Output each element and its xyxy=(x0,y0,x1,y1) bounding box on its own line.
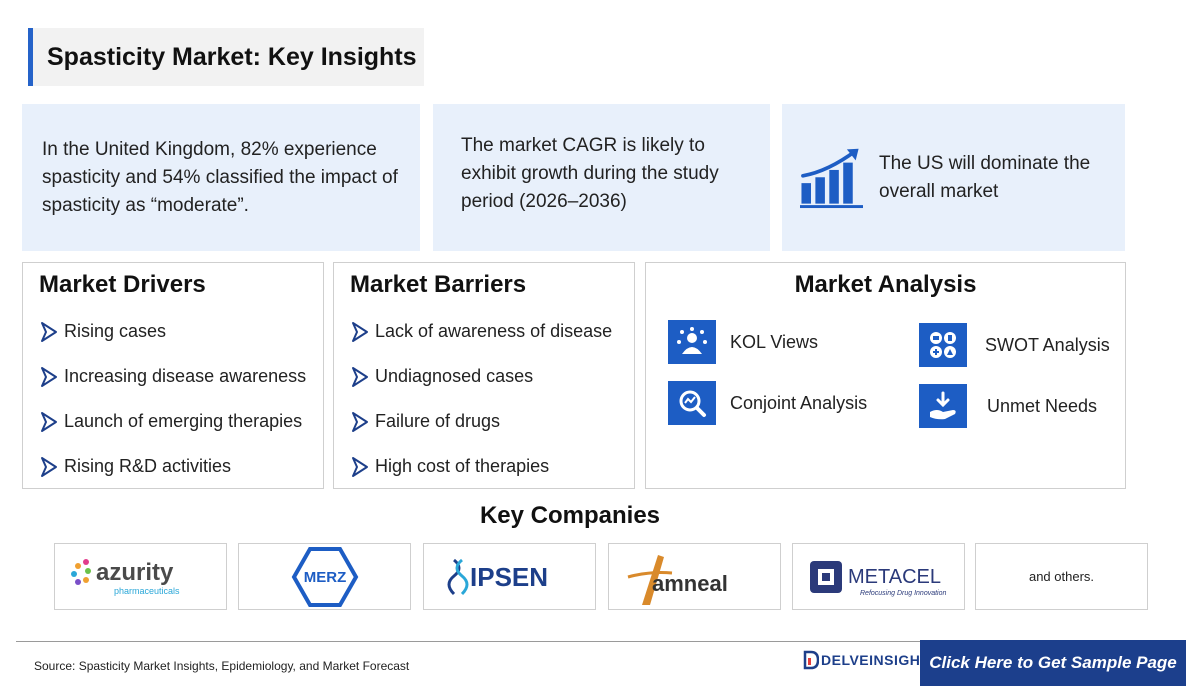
ipsen-logo-text: IPSEN xyxy=(470,562,548,592)
chevron-right-icon xyxy=(41,366,57,387)
market-drivers-panel: Market Drivers Rising cases Increasing d… xyxy=(22,262,324,489)
chevron-right-icon xyxy=(41,321,57,342)
analysis-item-conjoint: Conjoint Analysis xyxy=(668,381,867,425)
analysis-item-unmet-needs: Unmet Needs xyxy=(919,384,1097,428)
market-analysis-title: Market Analysis xyxy=(794,271,977,298)
market-barriers-title: Market Barriers xyxy=(350,271,527,298)
driver-label: Increasing disease awareness xyxy=(64,366,307,386)
insight-cagr: The market CAGR is likely to exhibit gro… xyxy=(433,104,770,251)
merz-logo-text: MERZ xyxy=(303,569,346,586)
metacel-logo: METACEL Refocusing Drug Innovation xyxy=(792,543,965,610)
insight-text: The US will dominate the overall market xyxy=(879,152,1091,202)
list-item: Launch of emerging therapies xyxy=(23,399,323,444)
unmet-needs-icon xyxy=(919,384,967,428)
barrier-label: Failure of drugs xyxy=(375,411,501,431)
chevron-right-icon xyxy=(352,366,368,387)
chevron-right-icon xyxy=(41,411,57,432)
list-item: Undiagnosed cases xyxy=(334,354,634,399)
ipsen-logo: IPSEN xyxy=(423,543,596,610)
market-barriers-panel: Market Barriers Lack of awareness of dis… xyxy=(333,262,635,489)
delveinsight-logo-text: DELVEINSIGHT xyxy=(821,652,930,668)
insight-us-dominance: The US will dominate the overall market xyxy=(782,104,1125,251)
growth-chart-icon xyxy=(800,148,863,208)
page-title: Spasticity Market: Key Insights xyxy=(47,42,417,71)
metacel-logo-text: METACEL xyxy=(848,566,941,588)
key-companies-title: Key Companies xyxy=(479,502,661,529)
merz-logo: MERZ xyxy=(238,543,411,610)
get-sample-page-button[interactable]: Click Here to Get Sample Page xyxy=(920,640,1186,686)
chevron-right-icon xyxy=(352,321,368,342)
analysis-label: SWOT Analysis xyxy=(985,334,1110,355)
chevron-right-icon xyxy=(41,456,57,477)
driver-label: Rising R&D activities xyxy=(64,456,232,476)
barrier-label: High cost of therapies xyxy=(375,456,550,476)
delveinsight-logo: DELVEINSIGHT xyxy=(803,650,929,670)
list-item: Rising R&D activities xyxy=(23,444,323,489)
metacel-logo-subtext: Refocusing Drug Innovation xyxy=(860,590,946,597)
analysis-label: KOL Views xyxy=(730,331,819,352)
market-drivers-title: Market Drivers xyxy=(39,271,206,298)
analysis-label: Unmet Needs xyxy=(987,395,1098,416)
list-item: Failure of drugs xyxy=(334,399,634,444)
driver-label: Rising cases xyxy=(64,321,167,341)
analysis-label: Conjoint Analysis xyxy=(730,392,868,413)
swot-analysis-icon xyxy=(919,323,967,367)
others-label: and others. xyxy=(1028,569,1095,584)
others-box: and others. xyxy=(975,543,1148,610)
conjoint-analysis-icon xyxy=(668,381,716,425)
insight-uk-prevalence: In the United Kingdom, 82% experience sp… xyxy=(22,104,420,251)
list-item: Lack of awareness of disease xyxy=(334,309,634,354)
azurity-logo-text: azurity xyxy=(96,559,174,586)
footer-divider xyxy=(16,641,1186,642)
amneal-logo: amneal xyxy=(608,543,781,610)
analysis-item-swot: SWOT Analysis xyxy=(919,323,1110,367)
driver-label: Launch of emerging therapies xyxy=(64,411,303,431)
kol-views-icon xyxy=(668,320,716,364)
insight-text: The market CAGR is likely to exhibit gro… xyxy=(461,135,719,212)
market-analysis-panel: Market Analysis xyxy=(645,262,1126,489)
chevron-right-icon xyxy=(352,456,368,477)
list-item: Rising cases xyxy=(23,309,323,354)
list-item: Increasing disease awareness xyxy=(23,354,323,399)
azurity-logo-subtext: pharmaceuticals xyxy=(114,586,180,596)
amneal-logo-text: amneal xyxy=(652,571,728,596)
analysis-item-kol-views: KOL Views xyxy=(668,320,818,364)
barrier-label: Undiagnosed cases xyxy=(375,366,534,386)
barrier-label: Lack of awareness of disease xyxy=(375,321,613,341)
azurity-dots-icon xyxy=(70,558,91,585)
delveinsight-mark-icon xyxy=(803,650,819,670)
title-box: Spasticity Market: Key Insights xyxy=(28,28,424,86)
cta-label: Click Here to Get Sample Page xyxy=(929,653,1177,672)
list-item: High cost of therapies xyxy=(334,444,634,489)
insight-text: In the United Kingdom, 82% experience sp… xyxy=(42,138,398,216)
chevron-right-icon xyxy=(352,411,368,432)
azurity-logo: azurity pharmaceuticals xyxy=(54,543,227,610)
source-note: Source: Spasticity Market Insights, Epid… xyxy=(34,659,410,673)
